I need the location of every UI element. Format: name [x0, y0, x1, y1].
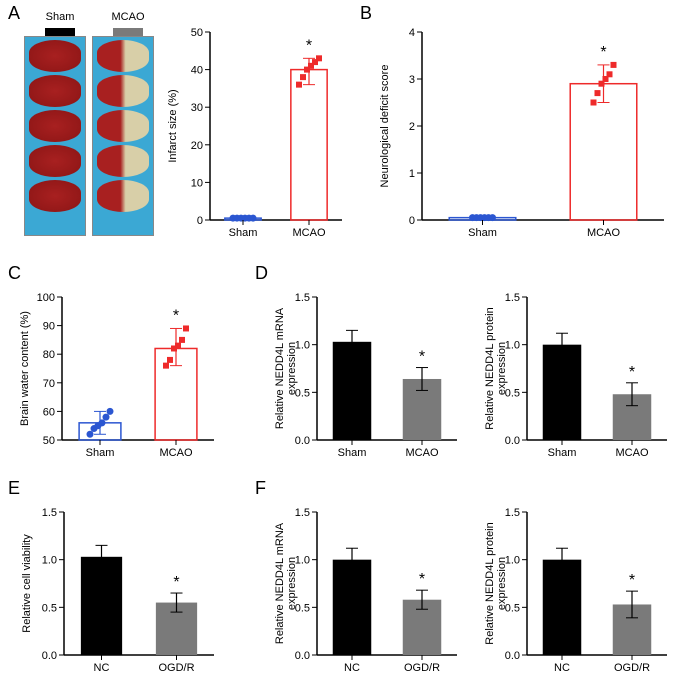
svg-text:Brain water content (%): Brain water content (%): [19, 311, 31, 426]
chart-nedd4l-protein-sham: 0.00.51.01.5Relative NEDD4L proteinexpre…: [475, 285, 675, 470]
svg-text:90: 90: [43, 321, 55, 333]
svg-text:1.5: 1.5: [505, 507, 520, 519]
svg-text:*: *: [600, 44, 606, 61]
svg-text:*: *: [629, 364, 635, 381]
svg-text:60: 60: [43, 406, 55, 418]
svg-text:3: 3: [409, 74, 415, 86]
legend-sham-label: Sham: [46, 11, 75, 23]
svg-text:20: 20: [191, 140, 203, 152]
svg-text:*: *: [173, 574, 179, 591]
svg-text:50: 50: [43, 435, 55, 447]
svg-text:30: 30: [191, 102, 203, 114]
svg-text:*: *: [419, 571, 425, 588]
svg-text:*: *: [306, 37, 312, 54]
svg-text:40: 40: [191, 65, 203, 77]
svg-text:Infarct size (%): Infarct size (%): [167, 89, 179, 162]
chart-neuro-score: 0 1 2 3 4 Neurological deficit score Sham MCAO *: [372, 20, 672, 250]
svg-text:MCAO: MCAO: [616, 447, 649, 459]
svg-text:0: 0: [409, 215, 415, 227]
svg-text:Relative NEDD4L mRNAexpression: Relative NEDD4L mRNAexpression: [274, 307, 298, 429]
svg-text:OGD/R: OGD/R: [614, 662, 650, 674]
svg-text:MCAO: MCAO: [406, 447, 439, 459]
svg-text:50: 50: [191, 27, 203, 39]
svg-text:Relative NEDD4L proteinexpress: Relative NEDD4L proteinexpression: [484, 522, 508, 644]
svg-text:NC: NC: [344, 662, 360, 674]
svg-text:Relative NEDD4L proteinexpress: Relative NEDD4L proteinexpression: [484, 307, 508, 429]
svg-text:70: 70: [43, 378, 55, 390]
brain-image-mcao: [92, 36, 154, 236]
svg-text:MCAO: MCAO: [587, 227, 620, 239]
svg-text:4: 4: [409, 27, 415, 39]
svg-text:10: 10: [191, 177, 203, 189]
chart-nedd4l-mrna-sham: 0.00.51.01.5Relative NEDD4L mRNAexpressi…: [265, 285, 465, 470]
svg-text:1.0: 1.0: [42, 555, 57, 567]
svg-text:100: 100: [37, 292, 55, 304]
svg-text:MCAO: MCAO: [293, 227, 326, 239]
panel-label-a: A: [8, 3, 20, 24]
svg-text:Sham: Sham: [229, 227, 258, 239]
legend-mcao-label: MCAO: [112, 11, 145, 23]
svg-text:1.5: 1.5: [295, 292, 310, 304]
svg-text:Relative cell viability: Relative cell viability: [21, 534, 33, 633]
svg-text:80: 80: [43, 349, 55, 361]
svg-text:0.0: 0.0: [505, 435, 520, 447]
svg-text:1.5: 1.5: [295, 507, 310, 519]
svg-text:0.0: 0.0: [295, 435, 310, 447]
svg-text:Sham: Sham: [468, 227, 497, 239]
brain-image-sham: [24, 36, 86, 236]
svg-text:Sham: Sham: [338, 447, 367, 459]
panel-label-d: D: [255, 263, 268, 284]
chart-brain-water: 50 60 70 80 90 100 Brain water content (%) Sham…: [12, 285, 222, 470]
svg-text:1.5: 1.5: [42, 507, 57, 519]
svg-text:1: 1: [409, 168, 415, 180]
svg-text:0: 0: [197, 215, 203, 227]
panel-label-e: E: [8, 478, 20, 499]
chart-infarct-size: 0 10 20 30 40 50 Infarct size (%) Sham MCAO *: [160, 20, 350, 250]
panel-label-b: B: [360, 3, 372, 24]
svg-text:Sham: Sham: [86, 447, 115, 459]
svg-text:MCAO: MCAO: [160, 447, 193, 459]
panel-label-c: C: [8, 263, 21, 284]
svg-text:Sham: Sham: [548, 447, 577, 459]
svg-text:0.0: 0.0: [505, 650, 520, 662]
svg-text:1.5: 1.5: [505, 292, 520, 304]
svg-text:NC: NC: [554, 662, 570, 674]
chart-cell-viability: 0.0 0.5 1.0 1.5 Relative cell viability NC OGD…: [12, 500, 222, 685]
svg-text:*: *: [629, 572, 635, 589]
svg-text:OGD/R: OGD/R: [158, 662, 194, 674]
svg-text:*: *: [419, 349, 425, 366]
svg-text:0.0: 0.0: [42, 650, 57, 662]
panel-label-f: F: [255, 478, 266, 499]
svg-text:NC: NC: [94, 662, 110, 674]
chart-nedd4l-mrna-nc: 0.00.51.01.5Relative NEDD4L mRNAexpressi…: [265, 500, 465, 685]
svg-text:Neurological deficit score: Neurological deficit score: [379, 65, 391, 188]
svg-text:*: *: [173, 307, 179, 324]
chart-nedd4l-protein-nc: 0.00.51.01.5Relative NEDD4L proteinexpre…: [475, 500, 675, 685]
svg-text:Relative NEDD4L mRNAexpression: Relative NEDD4L mRNAexpression: [274, 522, 298, 644]
svg-text:OGD/R: OGD/R: [404, 662, 440, 674]
svg-text:0.0: 0.0: [295, 650, 310, 662]
svg-text:2: 2: [409, 121, 415, 133]
svg-text:0.5: 0.5: [42, 602, 57, 614]
